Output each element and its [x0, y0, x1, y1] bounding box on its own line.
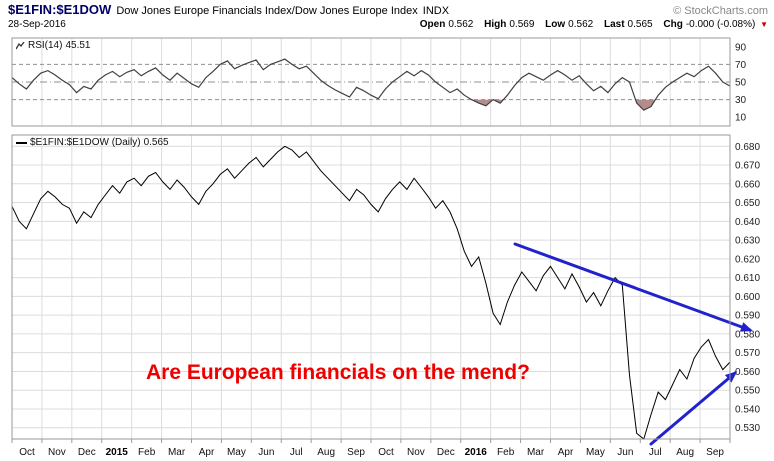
low-value: 0.562: [568, 19, 594, 30]
x-axis-label: Oct: [19, 447, 35, 458]
chg-down-arrow-icon: ▼: [760, 20, 768, 29]
price-ytick-label: 0.570: [735, 348, 760, 359]
chart-date: 28-Sep-2016: [8, 19, 66, 30]
annotation-text: Are European financials on the mend?: [146, 361, 530, 384]
x-axis: Oct Nov Dec 2015 Feb Mar Apr May Jun Jul Aug Sep Oct…: [0, 447, 774, 461]
price-ytick-label: 0.560: [735, 367, 760, 378]
open-value: 0.562: [448, 19, 474, 30]
price-ytick-label: 0.640: [735, 217, 760, 228]
x-axis-label: Aug: [676, 447, 695, 458]
x-axis-label: Jun: [258, 447, 275, 458]
x-axis-label: Aug: [317, 447, 336, 458]
x-axis-label: Apr: [557, 447, 574, 458]
price-ytick-label: 0.540: [735, 404, 760, 415]
price-legend-label: $E1FIN:$E1DOW (Daily): [30, 137, 141, 148]
price-ytick-label: 0.590: [735, 311, 760, 322]
price-ytick-label: 0.580: [735, 329, 760, 340]
rsi-ytick-label: 70: [735, 60, 747, 71]
x-axis-label: Sep: [347, 447, 365, 458]
x-axis-label: Dec: [436, 447, 455, 458]
x-axis-label: 2016: [464, 447, 487, 458]
price-ytick-label: 0.530: [735, 423, 760, 434]
rsi-ytick-label: 50: [735, 78, 747, 89]
price-line: [11, 145, 731, 440]
rsi-ytick-label: 10: [735, 113, 747, 124]
open-label: Open: [419, 19, 446, 30]
x-axis-label: Sep: [706, 447, 724, 458]
rsi-line: [11, 58, 731, 111]
quote-bar: 28-Sep-2016 Open 0.562 High 0.569 Low 0.562…: [8, 19, 768, 30]
price-ytick-label: 0.670: [735, 161, 760, 172]
x-axis-label: Mar: [526, 447, 545, 458]
x-axis-label: Apr: [198, 447, 215, 458]
x-axis-label: Jun: [617, 447, 634, 458]
indicator-icon: [16, 41, 25, 49]
rsi-panel: RSI(14) 45.51 90 70 50 30 10: [0, 36, 774, 128]
chg-value: -0.000 (-0.08%): [685, 19, 756, 30]
symbol-title: $E1FIN:$E1DOW: [8, 2, 112, 17]
price-plot-border: [11, 134, 731, 440]
price-ytick-label: 0.600: [735, 292, 760, 303]
copyright-text: © StockCharts.com: [673, 5, 768, 17]
low-label: Low: [545, 19, 566, 30]
rsi-legend-label: RSI(14): [28, 40, 63, 51]
price-ytick-label: 0.610: [735, 273, 760, 284]
x-axis-label: Feb: [138, 447, 156, 458]
rsi-chart: 90 70 50 30 10: [11, 37, 747, 127]
x-axis-label: Dec: [77, 447, 96, 458]
ohlc-quote: Open 0.562 High 0.569 Low 0.562 Last 0.565 C…: [412, 19, 768, 30]
last-value: 0.565: [627, 19, 653, 30]
x-axis-label: Nov: [48, 447, 66, 458]
rsi-ytick-label: 90: [735, 42, 747, 53]
trend-arrow: [649, 371, 738, 446]
chart-header: $E1FIN:$E1DOW Dow Jones Europe Financial…: [8, 2, 768, 17]
rsi-plot-border: [11, 37, 731, 127]
x-axis-label: Jul: [648, 447, 662, 458]
price-panel: $E1FIN:$E1DOW (Daily) 0.565 0.680 0.670 0.…: [0, 131, 774, 447]
x-axis-label: Mar: [167, 447, 186, 458]
rsi-legend: RSI(14) 45.51: [16, 40, 90, 51]
x-axis-label: May: [226, 447, 246, 458]
x-axis-label: Nov: [407, 447, 425, 458]
price-ytick-label: 0.550: [735, 386, 760, 397]
price-ytick-label: 0.660: [735, 179, 760, 190]
price-chart: 0.680 0.670 0.660 0.650 0.640 0.630 0.620 0.610…: [11, 134, 760, 446]
rsi-legend-value: 45.51: [65, 40, 91, 51]
chg-label: Chg: [663, 19, 683, 30]
price-legend-value: 0.565: [143, 137, 169, 148]
price-ytick-label: 0.620: [735, 254, 760, 265]
high-label: High: [484, 19, 507, 30]
price-legend: $E1FIN:$E1DOW (Daily) 0.565: [16, 137, 169, 148]
high-value: 0.569: [509, 19, 535, 30]
price-legend-swatch: [16, 141, 27, 144]
last-label: Last: [603, 19, 625, 30]
trend-arrow: [513, 242, 753, 332]
price-ytick-label: 0.630: [735, 236, 760, 247]
x-axis-label: 2015: [105, 447, 128, 458]
x-axis-label: Feb: [497, 447, 515, 458]
x-axis-label: May: [585, 447, 605, 458]
exchange-label: INDX: [422, 5, 450, 17]
rsi-ytick-label: 30: [735, 95, 747, 106]
price-ytick-label: 0.650: [735, 198, 760, 209]
x-axis-label: Jul: [289, 447, 303, 458]
symbol-description: Dow Jones Europe Financials Index/Dow Jo…: [116, 5, 418, 17]
x-axis-label: Oct: [378, 447, 394, 458]
price-ytick-label: 0.680: [735, 142, 760, 153]
